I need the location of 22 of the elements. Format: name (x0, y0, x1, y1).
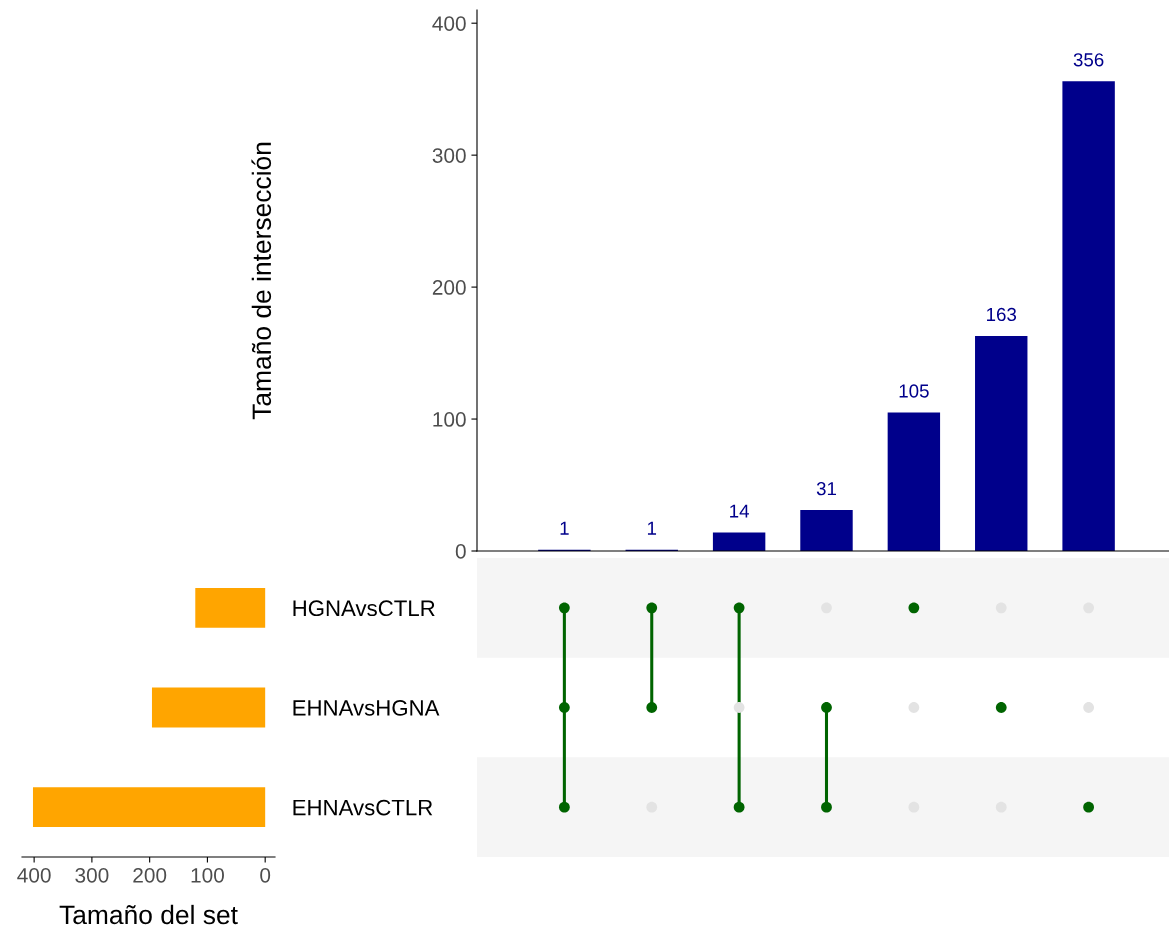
x-tick-label: 0 (260, 867, 271, 883)
data-label: 1 (647, 521, 657, 535)
y-tick-label: 100 (433, 412, 466, 427)
x-tick-label: 200 (133, 867, 167, 883)
x-tick-label: 400 (17, 867, 51, 883)
y-tick-label: HGNAvsCTLR (293, 600, 435, 617)
data-label: 163 (987, 307, 1017, 322)
y-tick-label: 300 (432, 148, 466, 163)
data-label: 105 (899, 384, 929, 398)
data-label: 1 (560, 521, 569, 535)
x-axis-title: Tamaño del set (59, 904, 238, 925)
data-label: 31 (816, 482, 837, 496)
y-tick-label: 200 (432, 280, 466, 295)
y-tick-label: EHNAvsCTLR (293, 799, 433, 816)
x-tick-label: 300 (75, 867, 109, 883)
x-tick-label: 100 (191, 867, 224, 883)
y-tick-label: 0 (455, 544, 466, 559)
y-tick-label: EHNAvsHGNA (293, 700, 440, 716)
data-label: 356 (1073, 53, 1104, 67)
y-tick-label: 400 (432, 16, 466, 31)
data-label: 14 (730, 504, 749, 518)
y-axis-title: Tamaño de intersección (251, 142, 272, 420)
